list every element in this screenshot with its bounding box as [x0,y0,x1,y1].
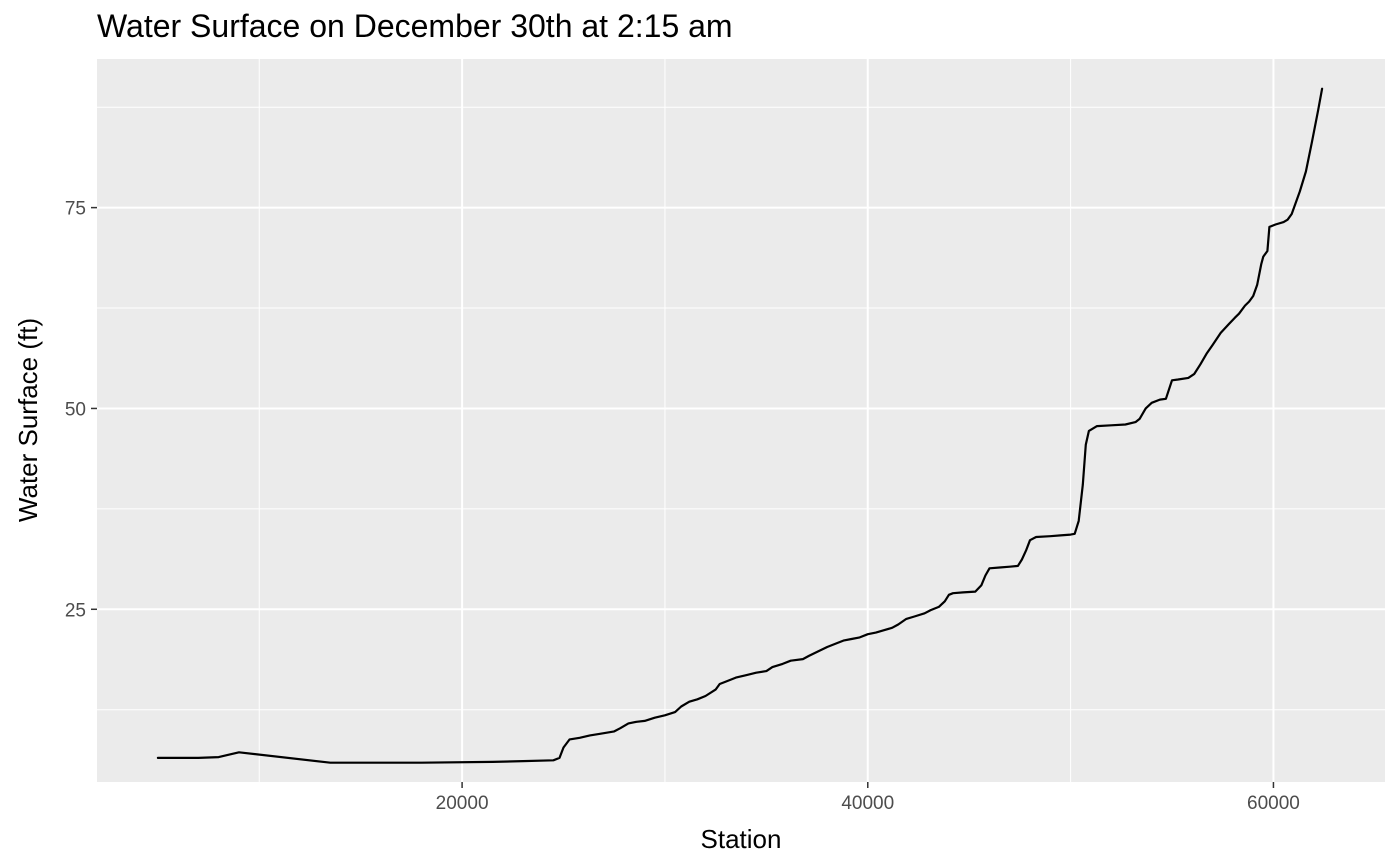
y-tick-label: 25 [65,600,86,621]
tick-labels: 20000 40000 60000 25 50 75 [65,199,1300,814]
minor-gridlines [97,59,1385,782]
water-surface-series-line [156,87,1324,764]
y-axis-title: Water Surface (ft) [13,318,43,522]
axis-ticks [91,206,1275,788]
x-axis-title: Station [701,824,782,854]
x-tick-label: 20000 [436,793,489,814]
plot-panel [97,59,1385,782]
x-tick-label: 60000 [1247,793,1300,814]
y-tick-label: 75 [65,199,86,220]
x-tick-label: 40000 [841,793,894,814]
y-tick-label: 50 [65,399,86,420]
chart-title: Water Surface on December 30th at 2:15 a… [97,8,733,44]
major-gridlines [97,59,1385,782]
series-layer [156,87,1324,764]
